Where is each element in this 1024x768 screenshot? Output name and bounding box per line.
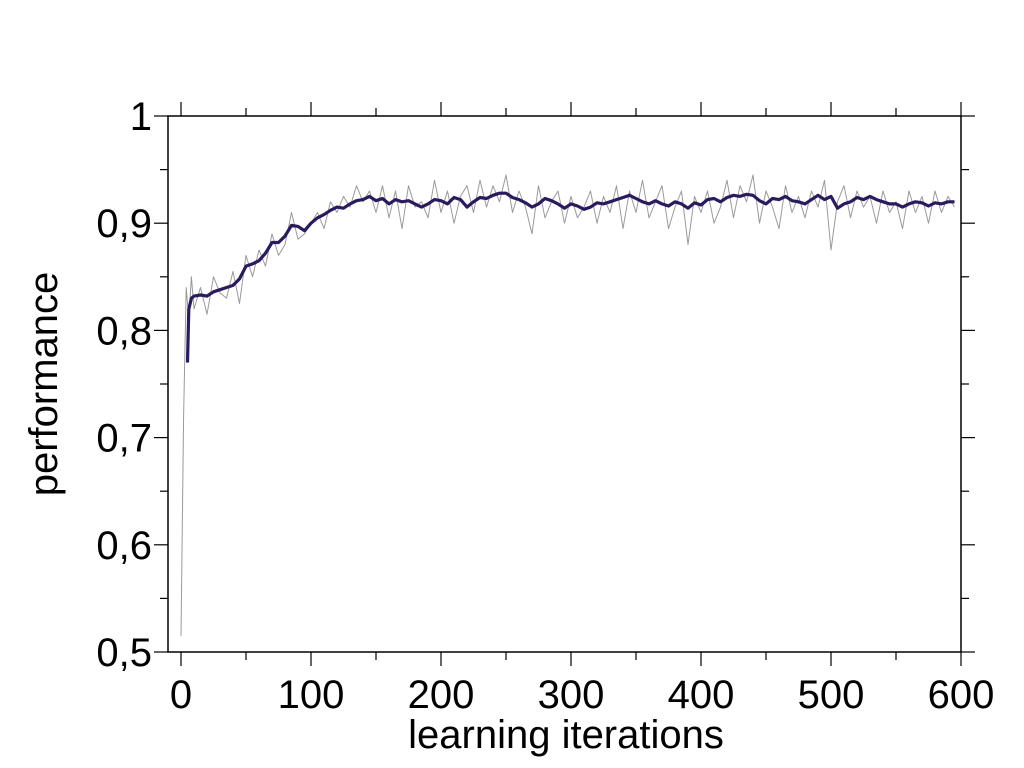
x-tick-label: 300 bbox=[538, 673, 605, 717]
raw-performance-series bbox=[180, 174, 955, 636]
y-tick-label: 0,7 bbox=[96, 417, 152, 461]
y-axis-tick-labels: 0,5 0,6 0,7 0,8 0,9 1 bbox=[96, 95, 152, 675]
smoothed-series-line bbox=[185, 191, 955, 363]
y-axis-ticks bbox=[154, 115, 975, 653]
x-tick-label: 100 bbox=[278, 673, 345, 717]
y-tick-label: 1 bbox=[130, 95, 152, 139]
raw-series-line bbox=[180, 174, 955, 636]
x-axis-title: learning iterations bbox=[408, 713, 724, 757]
x-tick-label: 0 bbox=[170, 673, 192, 717]
x-axis-tick-labels: 0 100 200 300 400 500 600 bbox=[170, 673, 995, 717]
y-tick-label: 0,8 bbox=[96, 309, 152, 353]
y-tick-label: 0,6 bbox=[96, 524, 152, 568]
y-axis-title: performance bbox=[22, 272, 66, 497]
smoothed-performance-series bbox=[185, 191, 955, 363]
x-axis-ticks bbox=[180, 102, 962, 666]
y-tick-label: 0,9 bbox=[96, 202, 152, 246]
plot-frame bbox=[167, 115, 962, 653]
x-tick-label: 600 bbox=[928, 673, 995, 717]
y-tick-label: 0,5 bbox=[96, 631, 152, 675]
x-tick-label: 500 bbox=[798, 673, 865, 717]
x-tick-label: 400 bbox=[668, 673, 735, 717]
x-tick-label: 200 bbox=[408, 673, 475, 717]
